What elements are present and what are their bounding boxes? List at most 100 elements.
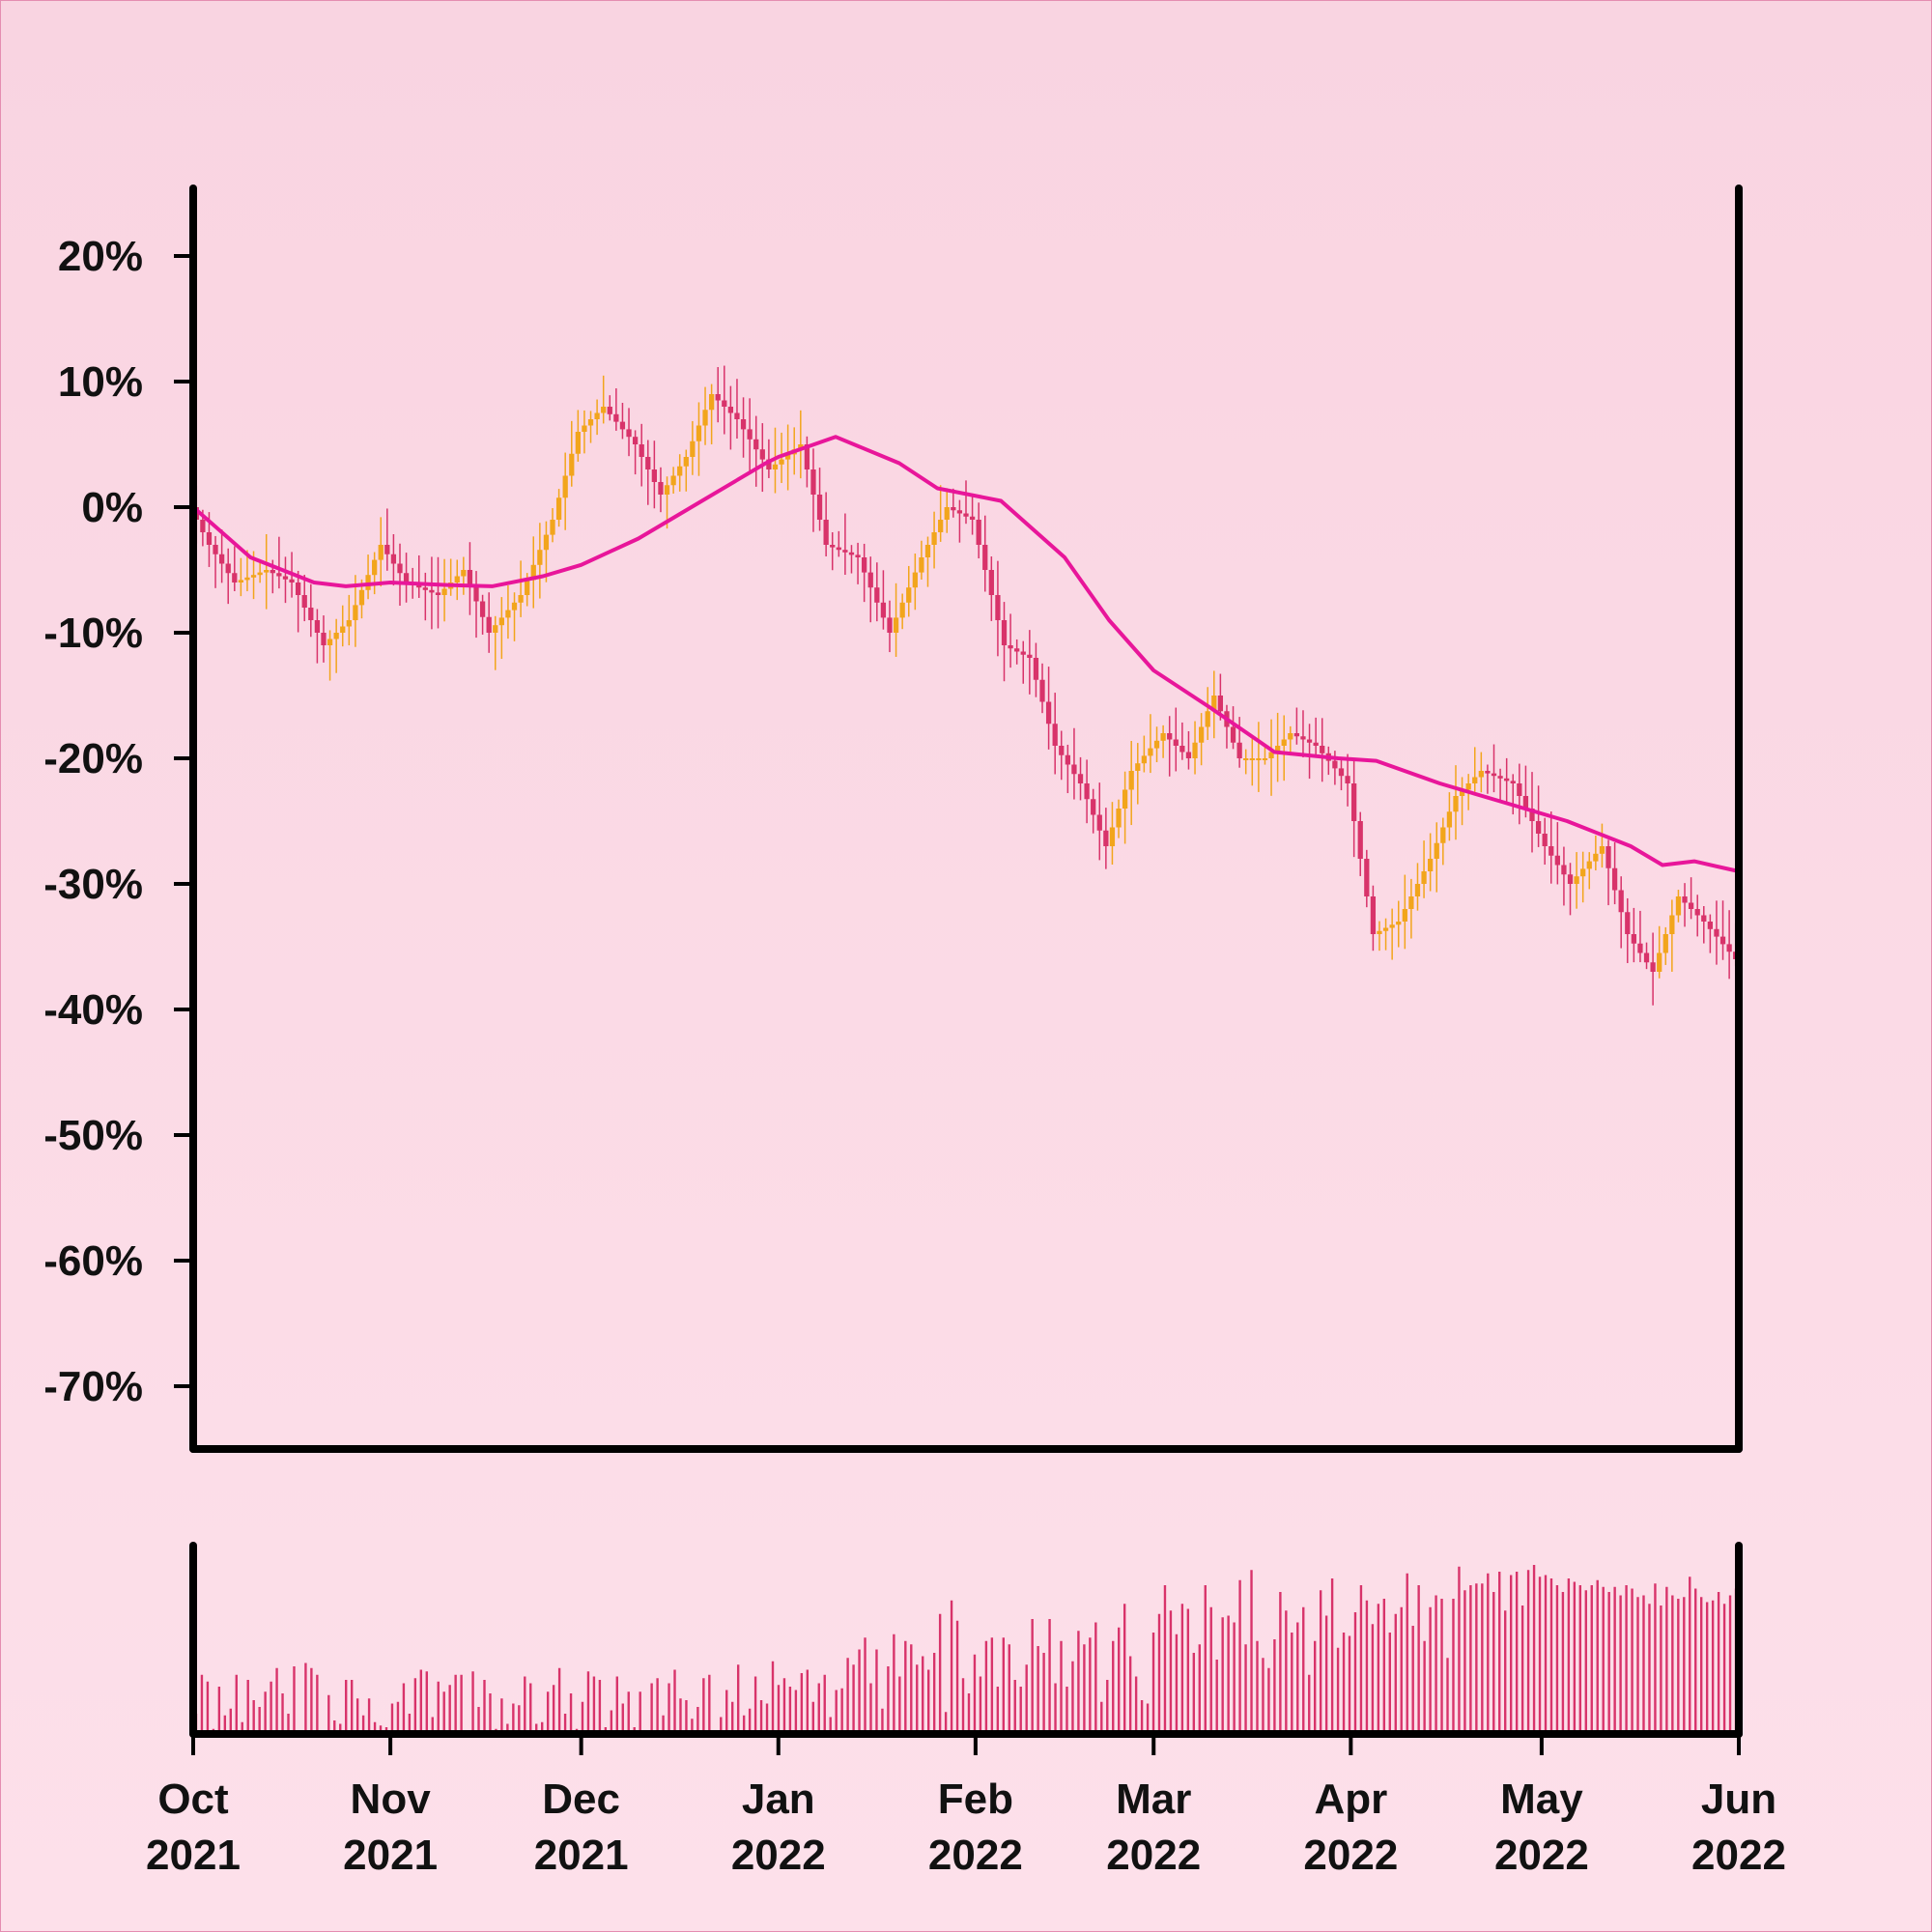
volume-bar xyxy=(1365,1600,1369,1734)
volume-bar xyxy=(500,1698,503,1734)
volume-bar xyxy=(1458,1566,1461,1734)
candle-body xyxy=(1707,922,1714,929)
volume-bar xyxy=(800,1673,804,1734)
x-tick-label-month: Jan xyxy=(742,1776,815,1823)
volume-bar xyxy=(955,1620,959,1734)
volume-bar xyxy=(413,1678,417,1734)
candle-body xyxy=(1077,774,1084,783)
volume-bar xyxy=(310,1667,313,1734)
volume-bar xyxy=(984,1640,988,1734)
candle-body xyxy=(225,563,231,574)
volume-bar xyxy=(1157,1613,1161,1734)
candle-body xyxy=(270,570,275,574)
candle-body xyxy=(1313,742,1319,746)
candle-body xyxy=(1091,799,1096,815)
volume-bar xyxy=(339,1723,342,1734)
volume-bar xyxy=(650,1683,653,1734)
candle-body xyxy=(518,595,524,603)
y-tick-label: 10% xyxy=(58,358,143,406)
volume-bar xyxy=(569,1693,573,1734)
x-axis: Oct 2021 Nov 2021 Dec 2021 Jan 2022 Feb 2022 Mar 20… xyxy=(146,1734,1786,1879)
volume-bar xyxy=(840,1688,843,1734)
volume-bar xyxy=(1711,1600,1715,1734)
candle-body xyxy=(956,510,963,514)
x-tick-label-year: 2022 xyxy=(1691,1832,1786,1879)
candle-body xyxy=(988,570,994,595)
volume-bar xyxy=(1042,1653,1045,1734)
candle-body xyxy=(1472,777,1478,783)
candle-body xyxy=(1669,915,1675,934)
candle-body xyxy=(1682,896,1688,903)
volume-bar xyxy=(442,1691,445,1734)
candle-body xyxy=(1039,679,1045,702)
volume-bar xyxy=(1440,1599,1443,1734)
volume-bar xyxy=(1515,1572,1519,1734)
volume-bar xyxy=(1186,1608,1190,1734)
volume-bar xyxy=(777,1685,781,1734)
volume-bar xyxy=(1452,1599,1455,1734)
volume-bar xyxy=(264,1691,267,1734)
candle-body xyxy=(1103,830,1109,846)
candle-body xyxy=(1497,776,1503,779)
volume-bar xyxy=(691,1719,694,1734)
volume-bar xyxy=(702,1678,705,1734)
candle-body xyxy=(1185,752,1192,758)
candle-body xyxy=(358,589,365,606)
volume-bar xyxy=(852,1664,855,1734)
volume-bar xyxy=(1596,1579,1599,1734)
volume-bar xyxy=(552,1685,555,1734)
candle-body xyxy=(931,532,937,545)
price-panel: 20% 10% 0% -10% -20% -30% -40% -50% -60% -70% xyxy=(43,185,1743,1453)
volume-bar xyxy=(725,1690,728,1734)
volume-bar xyxy=(223,1715,227,1734)
candle-body xyxy=(296,582,301,595)
candle-body xyxy=(1389,924,1395,928)
volume-bar xyxy=(1481,1583,1484,1734)
candle-body xyxy=(639,444,644,457)
candle-body xyxy=(218,554,225,564)
candle-body xyxy=(257,572,263,576)
volume-bar xyxy=(1330,1578,1334,1734)
candle-body xyxy=(1434,842,1439,859)
candle-body xyxy=(995,595,1001,620)
volume-bar xyxy=(1118,1627,1121,1734)
volume-bar xyxy=(408,1714,412,1734)
volume-bar xyxy=(1065,1687,1068,1734)
volume-bar xyxy=(1526,1570,1530,1734)
volume-bar xyxy=(235,1674,238,1734)
candle-body xyxy=(403,573,410,582)
volume-bar xyxy=(1538,1577,1542,1734)
volume-bar xyxy=(1112,1640,1115,1734)
x-tick-label-month: Dec xyxy=(542,1776,620,1823)
volume-bar xyxy=(835,1690,838,1734)
candle-body xyxy=(607,407,612,414)
volume-bar xyxy=(621,1703,624,1734)
x-tick-label-month: May xyxy=(1500,1776,1583,1823)
candle-body xyxy=(976,520,981,545)
y-tick-label: -70% xyxy=(43,1363,143,1410)
volume-bar xyxy=(610,1710,613,1734)
volume-bar xyxy=(246,1680,249,1734)
candle-body xyxy=(1402,909,1407,922)
volume-bar xyxy=(1613,1586,1616,1734)
volume-bar xyxy=(1520,1605,1524,1734)
volume-bar xyxy=(304,1662,307,1734)
candle-body xyxy=(1453,796,1459,812)
volume-bar xyxy=(1060,1640,1063,1734)
volume-bar xyxy=(1631,1588,1634,1734)
volume-bar xyxy=(627,1691,630,1734)
candle-body xyxy=(944,507,950,520)
volume-bar xyxy=(1619,1595,1622,1734)
volume-bar xyxy=(1013,1680,1016,1734)
volume-bar xyxy=(350,1680,354,1734)
candle-body xyxy=(1357,821,1363,859)
volume-bar xyxy=(1100,1701,1103,1734)
candle-body xyxy=(422,587,428,590)
candle-body xyxy=(289,579,295,582)
candle-body xyxy=(842,550,848,553)
candle-body xyxy=(238,580,244,582)
volume-bar xyxy=(875,1649,878,1734)
candle-body xyxy=(232,573,238,582)
candle-body xyxy=(1167,733,1173,740)
